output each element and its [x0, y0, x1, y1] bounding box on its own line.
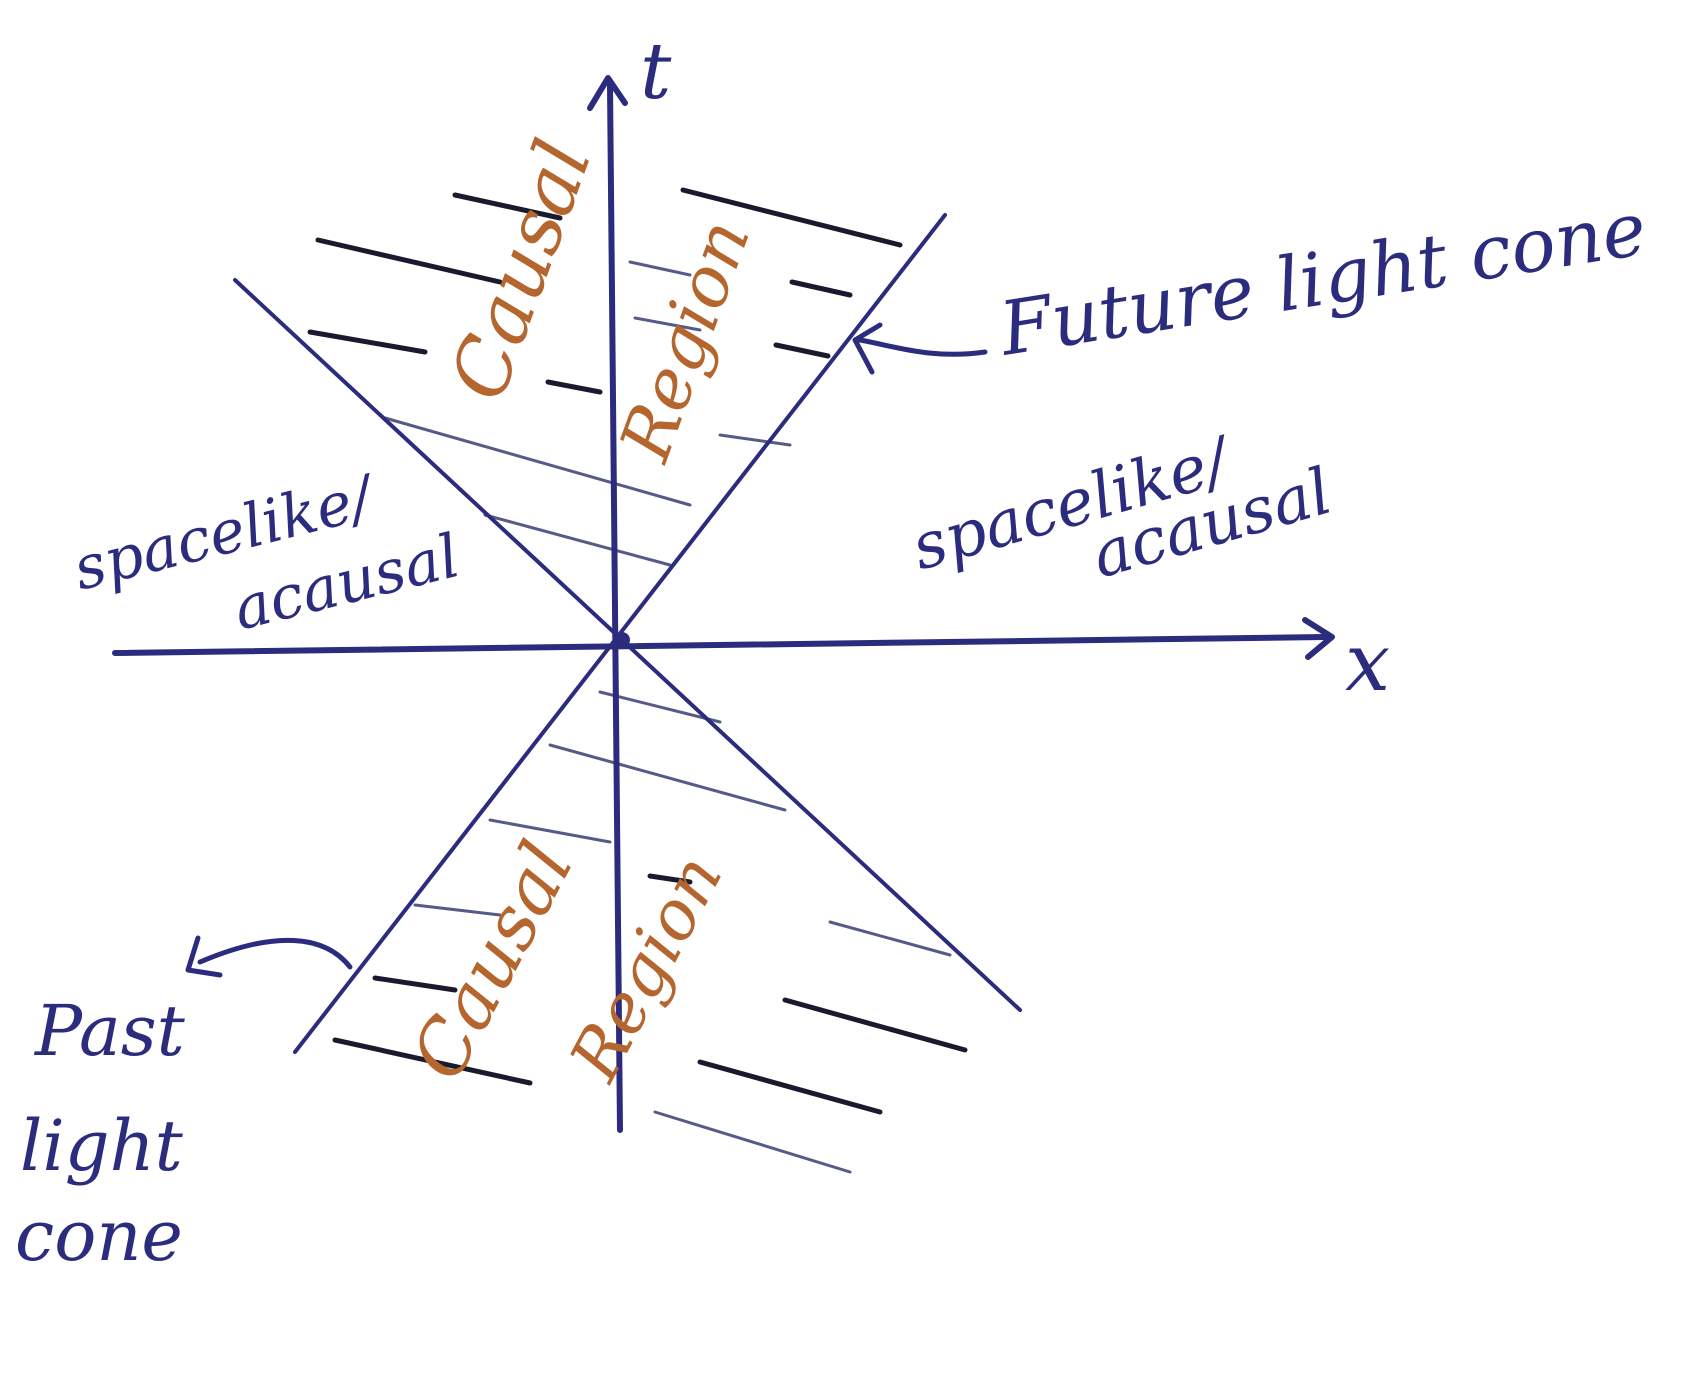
past-cone-hatching: [332, 690, 968, 1174]
space-axis: [112, 617, 1335, 660]
past-light-cone-label: Past light cone: [15, 990, 186, 1277]
future-light-cone-label: Future light cone: [992, 186, 1652, 373]
spacelike-acausal-right-label: spacelike/ acausal: [904, 423, 1340, 593]
time-axis: [587, 75, 628, 1133]
light-cone-lines: [233, 213, 1022, 1054]
future-cone-hatching: [307, 187, 903, 567]
svg-text:light: light: [20, 1105, 184, 1187]
svg-text:Past: Past: [33, 990, 186, 1072]
future-cone-arrow: [852, 322, 988, 375]
space-axis-label: x: [1345, 616, 1390, 709]
svg-text:Region: Region: [603, 209, 766, 472]
causal-region-future-label: Causal Region: [433, 129, 766, 473]
svg-text:cone: cone: [15, 1195, 183, 1277]
causal-region-past-label: Causal Region: [395, 829, 738, 1095]
spacelike-acausal-left-label: spacelike/ acausal: [67, 462, 467, 645]
origin-point: [614, 632, 630, 648]
time-axis-label: t: [640, 27, 672, 117]
past-cone-arrow: [185, 935, 353, 978]
